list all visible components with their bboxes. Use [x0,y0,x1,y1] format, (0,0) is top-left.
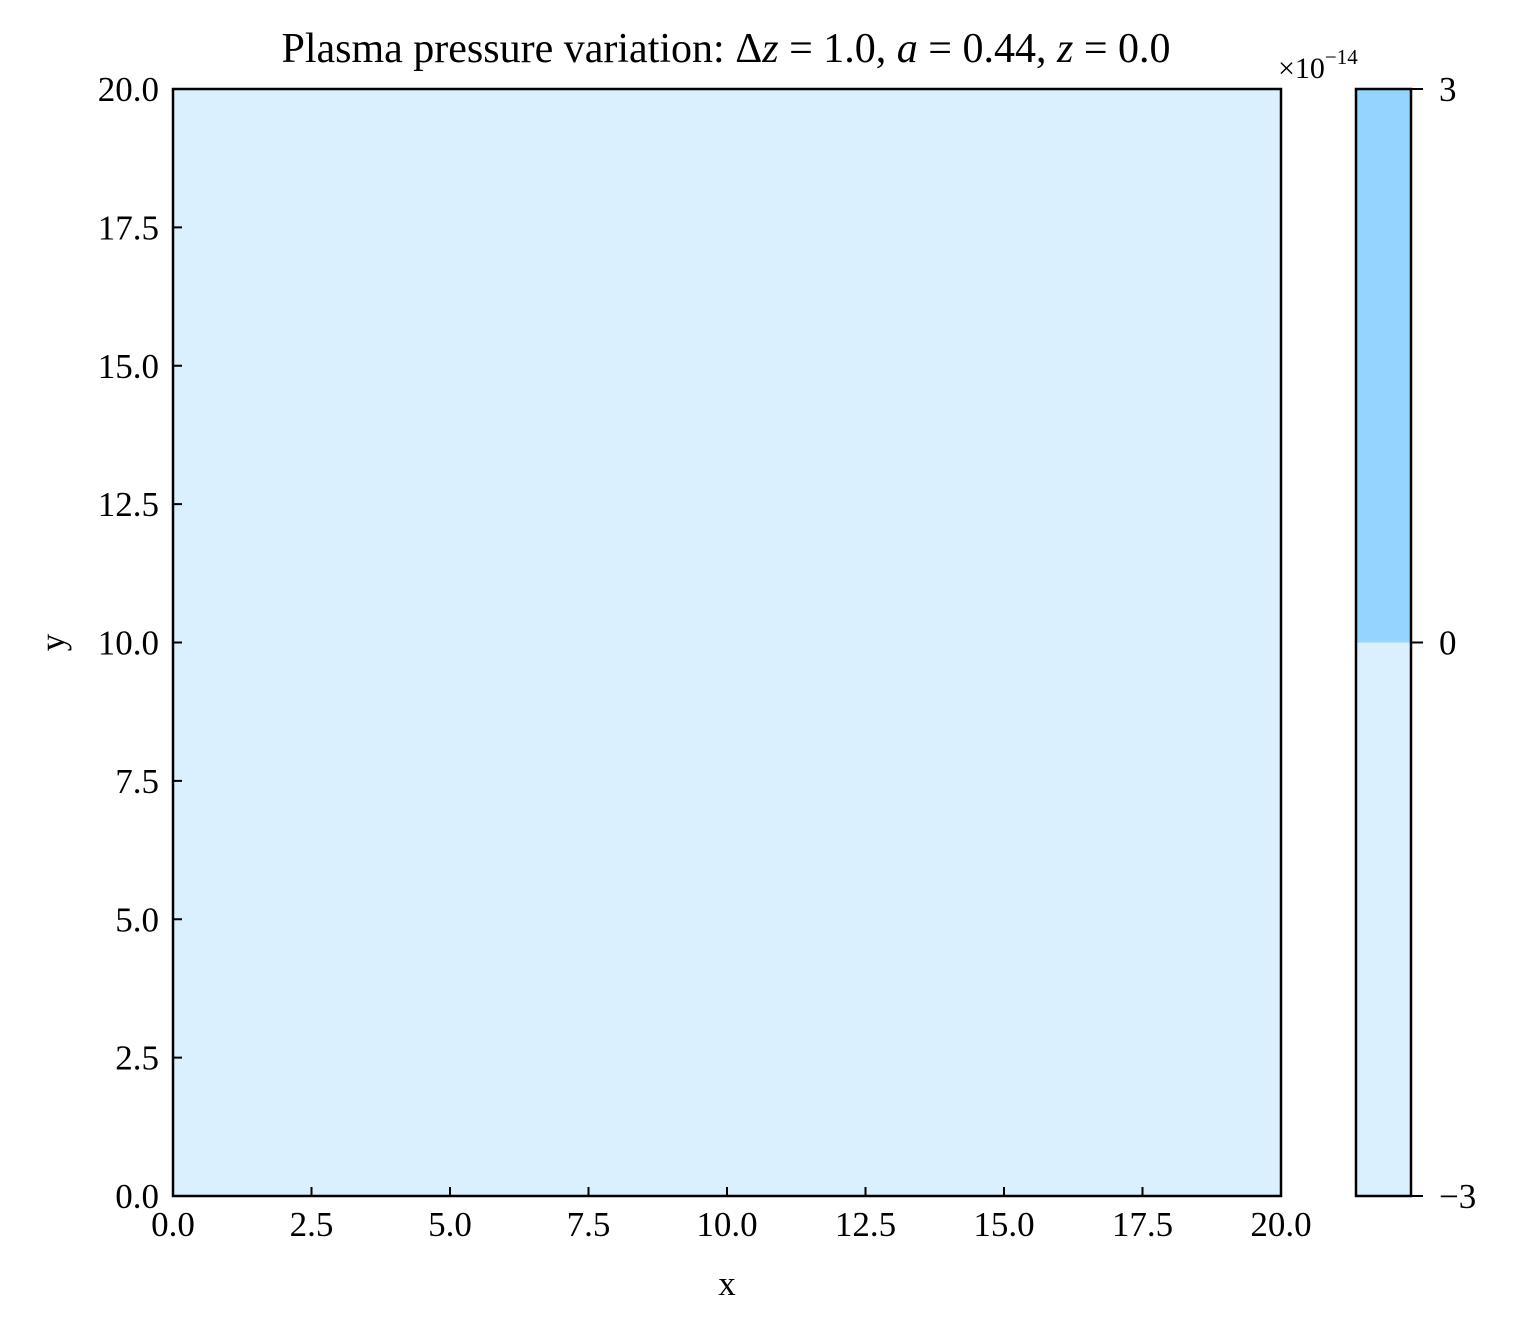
y-tick-label: 17.5 [98,208,159,247]
title-part: = 0.0 [1073,26,1170,72]
title-part: Plasma pressure variation: [281,26,735,72]
x-tick-label: 15.0 [973,1205,1034,1244]
x-tick-label: 5.0 [428,1205,472,1244]
chart-title: Plasma pressure variation: Δz = 1.0, a =… [281,26,1170,72]
heatmap-field [173,89,1281,1196]
title-part: z [1056,26,1073,72]
y-tick-label: 12.5 [98,485,159,524]
y-tick-label: 20.0 [98,70,159,109]
colorbar-offset-label: ×10−14 [1278,45,1358,85]
title-part: = 0.44, [918,26,1057,72]
colorbar-band [1356,642,1411,1196]
y-tick-label: 10.0 [98,624,159,663]
x-tick-label: 7.5 [567,1205,611,1244]
x-tick-label: 20.0 [1250,1205,1311,1244]
y-tick-label: 5.0 [115,900,159,939]
plot-area [171,87,1283,1198]
colorbar [1354,87,1423,1198]
x-tick-label: 2.5 [290,1205,334,1244]
colorbar-tick-label: −3 [1439,1177,1476,1216]
colorbar-band [1356,89,1411,643]
x-tick-label: 10.0 [696,1205,757,1244]
colorbar-offset-base: ×10 [1278,52,1325,85]
title-part: = 1.0, [779,26,897,72]
y-tick-label: 2.5 [115,1039,159,1078]
title-part: a [897,26,918,72]
y-tick-label: 7.5 [115,762,159,801]
plot-frame [171,87,1283,1198]
chart-text: 0.0 2.5 5.0 7.5 10.0 12.5 15.0 17.5 20.0 0.0 2.5 5.… [33,26,1476,1303]
x-tick-label: 12.5 [835,1205,896,1244]
title-part: z [761,26,778,72]
colorbar-tick-label: 3 [1439,70,1457,109]
y-tick-label: 0.0 [115,1177,159,1216]
x-tick-label: 0.0 [151,1205,195,1244]
x-axis-label: x [718,1264,736,1303]
y-tick-label: 15.0 [98,347,159,386]
x-tick-label: 17.5 [1112,1205,1173,1244]
colorbar-tick-label: 0 [1439,624,1457,663]
colorbar-offset-exponent: −14 [1325,45,1358,69]
title-part: Δ [735,26,762,72]
y-axis-label: y [33,633,72,651]
